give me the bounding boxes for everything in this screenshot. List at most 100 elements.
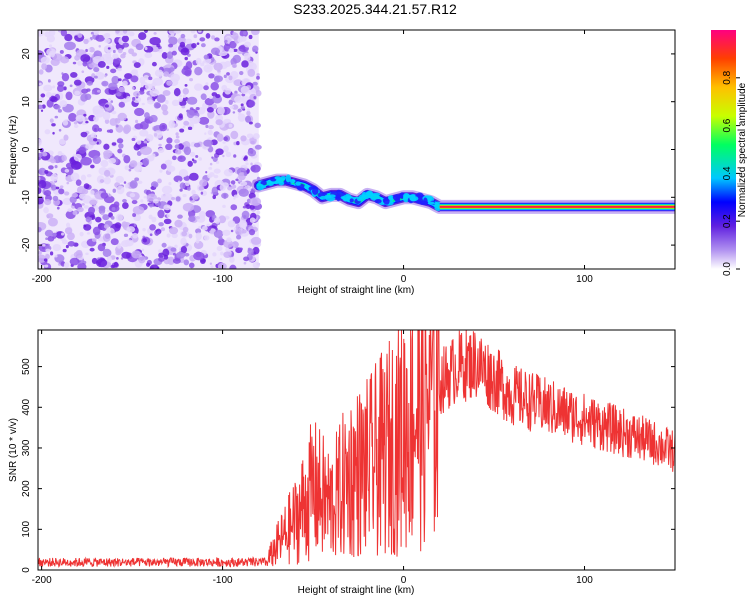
noise-blob (210, 47, 220, 56)
noise-blob (166, 128, 169, 131)
noise-blob (158, 249, 162, 253)
noise-blob (158, 252, 164, 259)
noise-blob (92, 226, 101, 236)
noise-blob (171, 99, 180, 107)
noise-blob (196, 214, 206, 223)
noise-blob (38, 176, 41, 181)
noise-blob (78, 146, 86, 154)
noise-blob (248, 228, 256, 236)
noise-blob (183, 120, 190, 126)
noise-blob (79, 231, 84, 237)
x-tick-label: 0 (401, 575, 407, 586)
noise-blob (40, 56, 50, 64)
noise-blob (182, 87, 189, 95)
noise-blob (193, 251, 205, 261)
noise-blob (93, 115, 99, 122)
noise-blob (103, 143, 110, 150)
noise-blob (144, 52, 153, 59)
noise-blob (80, 93, 88, 102)
noise-blob (230, 229, 234, 233)
noise-blob (73, 121, 78, 125)
noise-blob (83, 38, 89, 45)
noise-blob (193, 142, 201, 148)
noise-blob (108, 194, 112, 197)
noise-blob (183, 146, 192, 156)
noise-blob (157, 178, 162, 184)
noise-blob (97, 243, 106, 252)
noise-blob (43, 199, 52, 206)
noise-blob (68, 112, 77, 122)
noise-blob (167, 256, 175, 265)
spectrogram-x-axis: -200 -100 0 100 (32, 30, 593, 285)
noise-blob (163, 204, 172, 211)
noise-blob (83, 205, 89, 209)
noise-blob (200, 191, 204, 195)
noise-blob (106, 65, 110, 69)
noise-blob (249, 204, 255, 210)
signal-blob (366, 190, 374, 198)
signal-blob (312, 187, 319, 195)
noise-blob (82, 61, 88, 67)
noise-blob (217, 106, 225, 115)
noise-blob (232, 104, 239, 110)
noise-blob (204, 97, 215, 106)
y-tick-label: 200 (21, 480, 32, 497)
noise-blob (64, 191, 70, 196)
noise-blob (200, 93, 207, 101)
snr-frame (37, 329, 676, 571)
noise-blob (144, 30, 148, 34)
noise-blob (181, 231, 188, 237)
noise-blob (177, 180, 181, 184)
noise-blob (195, 228, 202, 234)
noise-blob (102, 248, 112, 258)
noise-blob (38, 139, 43, 145)
noise-blob (189, 172, 199, 181)
noise-blob (203, 85, 209, 91)
noise-blob (148, 76, 153, 81)
noise-blob (178, 169, 189, 178)
noise-blob (232, 54, 242, 64)
noise-blob (71, 192, 79, 198)
noise-blob (168, 36, 178, 45)
noise-blob (64, 168, 70, 173)
noise-blob (196, 42, 200, 45)
signal-blob (383, 198, 390, 205)
noise-blob (149, 88, 160, 97)
noise-blob (65, 91, 73, 101)
noise-blob (249, 197, 262, 206)
noise-blob (168, 30, 177, 35)
noise-blob (182, 194, 187, 198)
noise-blob (108, 82, 118, 91)
noise-blob (248, 100, 256, 107)
noise-blob (131, 250, 142, 259)
noise-blob (108, 212, 113, 218)
noise-blob (210, 265, 214, 269)
noise-blob (183, 259, 190, 266)
noise-blob (88, 206, 96, 215)
signal-blob (434, 201, 442, 206)
noise-blob (75, 114, 85, 122)
noise-blob (246, 110, 251, 116)
signal-blob (256, 183, 265, 191)
noise-blob (230, 183, 233, 187)
noise-blob (47, 235, 55, 242)
noise-blob (38, 250, 42, 255)
noise-blob (209, 262, 213, 265)
signal-blob (427, 201, 435, 205)
noise-blob (91, 238, 97, 242)
noise-blob (149, 114, 158, 123)
noise-blob (43, 258, 48, 262)
noise-blob (181, 105, 186, 109)
noise-blob (201, 226, 208, 231)
noise-blob (134, 177, 140, 182)
noise-blob (229, 256, 235, 263)
colorbar-ticks: 0.0 0.2 0.4 0.6 0.8 (722, 70, 740, 276)
noise-blob (218, 215, 227, 224)
noise-blob (216, 133, 224, 142)
noise-blob (185, 61, 193, 70)
noise-blob (44, 264, 49, 268)
noise-blob (121, 240, 130, 248)
noise-blob (252, 246, 260, 255)
noise-blob (256, 210, 261, 215)
